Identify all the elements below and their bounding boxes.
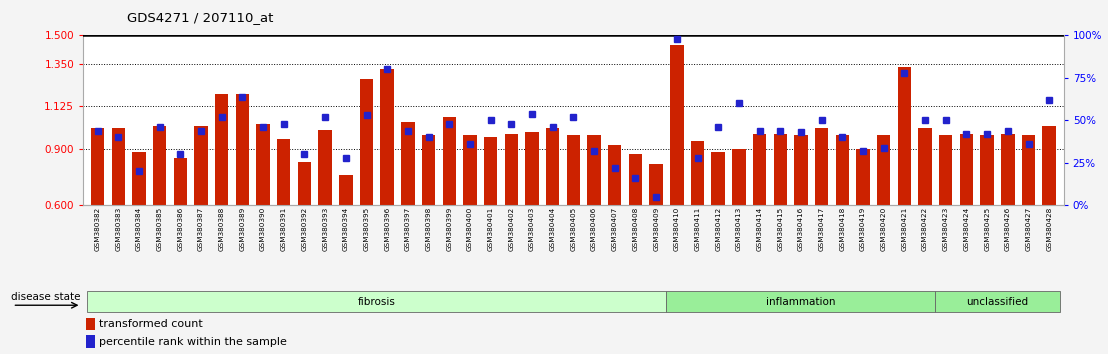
- Bar: [587, 136, 601, 205]
- Bar: [814, 128, 829, 205]
- Text: disease state: disease state: [11, 292, 81, 302]
- Bar: [277, 139, 290, 205]
- Bar: [752, 133, 767, 205]
- Bar: [732, 149, 746, 205]
- Bar: [546, 128, 560, 205]
- Bar: [628, 154, 643, 205]
- Bar: [670, 45, 684, 205]
- Bar: [1043, 126, 1056, 205]
- Bar: [1002, 133, 1015, 205]
- Bar: [298, 162, 311, 205]
- Text: percentile rank within the sample: percentile rank within the sample: [99, 337, 287, 347]
- Bar: [339, 175, 352, 205]
- Bar: [442, 116, 456, 205]
- Bar: [360, 79, 373, 205]
- Bar: [794, 136, 808, 205]
- Text: GDS4271 / 207110_at: GDS4271 / 207110_at: [127, 11, 274, 24]
- Bar: [318, 130, 332, 205]
- Bar: [649, 164, 663, 205]
- Bar: [380, 69, 394, 205]
- Bar: [463, 136, 476, 205]
- Bar: [91, 128, 104, 205]
- Bar: [856, 149, 870, 205]
- Text: fibrosis: fibrosis: [358, 297, 396, 307]
- Bar: [897, 68, 911, 205]
- Bar: [608, 145, 622, 205]
- Bar: [85, 335, 94, 348]
- Bar: [85, 318, 94, 330]
- Bar: [401, 122, 414, 205]
- Text: unclassified: unclassified: [966, 297, 1028, 307]
- Bar: [484, 137, 497, 205]
- Bar: [422, 136, 435, 205]
- Bar: [919, 128, 932, 205]
- Bar: [256, 124, 270, 205]
- Bar: [215, 94, 228, 205]
- Bar: [88, 291, 667, 312]
- Bar: [1022, 136, 1035, 205]
- Bar: [711, 153, 725, 205]
- Bar: [935, 291, 1059, 312]
- Bar: [940, 136, 953, 205]
- Bar: [566, 136, 581, 205]
- Bar: [773, 133, 787, 205]
- Bar: [153, 126, 166, 205]
- Bar: [194, 126, 207, 205]
- Bar: [236, 94, 249, 205]
- Bar: [132, 153, 145, 205]
- Bar: [981, 136, 994, 205]
- Bar: [690, 141, 705, 205]
- Bar: [174, 158, 187, 205]
- Bar: [112, 128, 125, 205]
- Bar: [876, 136, 891, 205]
- Text: inflammation: inflammation: [767, 297, 835, 307]
- Bar: [667, 291, 935, 312]
- Text: transformed count: transformed count: [99, 319, 203, 329]
- Bar: [960, 133, 973, 205]
- Bar: [504, 133, 519, 205]
- Bar: [525, 132, 538, 205]
- Bar: [835, 136, 849, 205]
